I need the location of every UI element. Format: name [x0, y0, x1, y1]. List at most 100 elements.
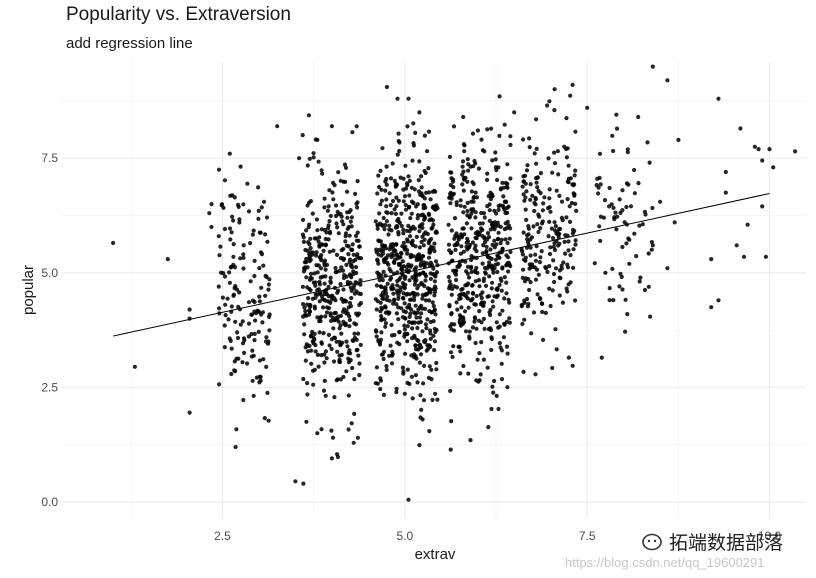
data-point: [504, 291, 509, 296]
data-point: [428, 260, 433, 265]
data-point: [402, 247, 407, 252]
data-point: [455, 307, 460, 312]
data-point: [547, 219, 552, 224]
data-point: [489, 126, 494, 131]
data-point: [334, 378, 339, 383]
y-tick-label: 0.0: [41, 495, 58, 509]
data-point: [396, 261, 401, 267]
data-point: [381, 244, 387, 249]
data-point: [473, 279, 478, 284]
data-point: [314, 263, 319, 268]
data-point: [396, 296, 401, 301]
data-point: [430, 205, 435, 210]
data-point: [230, 214, 235, 219]
data-point: [431, 266, 436, 271]
data-point: [393, 211, 398, 216]
data-point: [458, 371, 463, 376]
data-point: [419, 303, 424, 308]
data-point: [450, 179, 456, 184]
data-point: [187, 307, 192, 312]
data-point: [305, 381, 310, 386]
data-point: [329, 318, 334, 323]
data-point: [545, 103, 550, 108]
data-point: [249, 312, 254, 317]
data-point: [598, 214, 604, 219]
data-point: [649, 247, 654, 252]
data-point: [469, 226, 474, 231]
data-point: [610, 266, 615, 271]
data-point: [522, 298, 527, 303]
data-point: [500, 308, 505, 313]
data-point: [241, 243, 246, 248]
data-point: [502, 322, 507, 327]
data-point: [498, 276, 503, 281]
data-point: [458, 349, 463, 354]
data-point: [426, 298, 432, 303]
data-point: [310, 329, 315, 335]
data-point: [378, 300, 383, 305]
data-point: [488, 307, 493, 312]
data-point: [417, 443, 422, 448]
data-point: [389, 285, 394, 290]
data-point: [488, 190, 493, 195]
data-point: [332, 311, 337, 316]
data-point: [354, 348, 359, 353]
data-point: [565, 265, 571, 270]
data-point: [264, 364, 269, 369]
data-point: [501, 194, 506, 199]
data-point: [433, 391, 438, 396]
data-point: [323, 274, 328, 279]
data-point: [626, 182, 631, 187]
data-point: [454, 277, 459, 283]
data-point: [570, 82, 575, 87]
data-point: [425, 286, 430, 291]
data-point: [405, 239, 410, 244]
data-point: [446, 222, 451, 227]
data-point: [263, 273, 268, 278]
data-point: [413, 244, 418, 249]
data-point: [358, 282, 363, 287]
data-point: [416, 189, 422, 194]
data-point: [232, 359, 237, 364]
data-point: [216, 234, 221, 239]
data-point: [449, 419, 454, 424]
data-point: [413, 343, 418, 348]
data-point: [341, 374, 346, 380]
data-point: [446, 274, 451, 280]
data-point: [384, 84, 389, 90]
data-point: [343, 165, 349, 170]
data-point: [543, 310, 548, 315]
data-point: [534, 146, 539, 151]
data-point: [323, 267, 328, 272]
data-point: [565, 146, 570, 151]
data-point: [303, 358, 308, 363]
data-point: [351, 271, 356, 276]
data-point: [650, 205, 655, 211]
data-point: [304, 256, 309, 262]
data-point: [419, 407, 424, 412]
data-point: [487, 274, 492, 279]
data-point: [293, 479, 298, 484]
data-point: [341, 222, 346, 227]
data-point: [536, 212, 541, 217]
data-point: [407, 297, 413, 302]
data-point: [522, 198, 527, 203]
data-point: [460, 159, 466, 164]
data-point: [315, 352, 320, 357]
data-point: [614, 112, 619, 117]
data-point: [319, 340, 324, 345]
data-point: [464, 294, 469, 299]
data-point: [422, 214, 427, 219]
data-point: [346, 427, 351, 432]
data-point: [553, 327, 558, 332]
data-point: [327, 343, 332, 348]
data-point: [227, 270, 232, 275]
data-point: [412, 335, 417, 340]
data-point: [460, 182, 465, 187]
data-point: [446, 242, 452, 247]
data-point: [375, 191, 380, 196]
data-point: [322, 205, 327, 210]
data-point: [428, 271, 433, 276]
data-point: [409, 307, 414, 312]
data-point: [598, 182, 603, 187]
